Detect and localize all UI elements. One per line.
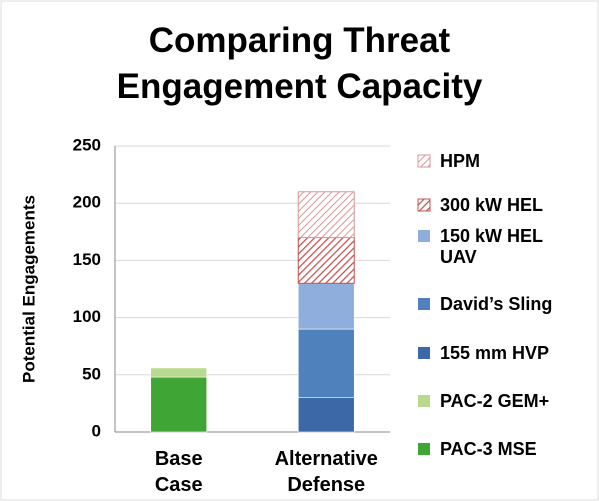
legend-label: PAC-2 GEM+	[440, 391, 550, 411]
chart-title: Comparing Threat Engagement Capacity	[116, 21, 483, 106]
bar-segment	[297, 282, 355, 330]
bar-segment	[297, 328, 355, 398]
y-tick-label: 100	[73, 307, 101, 326]
legend-label: PAC-3 MSE	[440, 439, 537, 459]
bar-segment	[297, 191, 355, 239]
bar-segment	[297, 237, 355, 284]
legend-swatch	[418, 395, 430, 407]
legend-label: 155 mm HVP	[440, 343, 550, 363]
x-tick-label: Alternative Defense	[274, 448, 378, 496]
x-tick-label: Base Case	[154, 448, 203, 496]
legend-swatch	[417, 154, 431, 168]
y-tick-label: 0	[92, 421, 101, 440]
legend-swatch	[418, 298, 430, 310]
y-axis-label: Potential Engagements	[19, 195, 38, 383]
legend-swatch	[418, 443, 430, 455]
legend-label: 300 kW HEL	[440, 195, 544, 215]
bar-segment	[297, 397, 355, 433]
legend-swatch	[417, 198, 431, 212]
legend-swatch	[418, 230, 430, 242]
y-tick-label: 50	[82, 364, 101, 383]
bar-segment	[150, 367, 208, 378]
y-tick-label: 150	[73, 250, 101, 269]
bar-segment	[150, 376, 208, 433]
y-tick-label: 250	[73, 135, 101, 154]
legend-label: 150 kW HEL UAV	[440, 226, 543, 267]
y-tick-label: 200	[73, 193, 101, 212]
legend-label: David’s Sling	[440, 294, 553, 314]
legend-swatch	[418, 347, 430, 359]
legend-label: HPM	[440, 151, 480, 171]
